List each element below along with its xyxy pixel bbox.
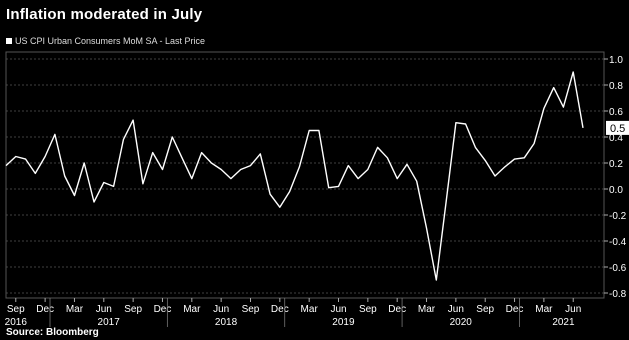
y-tick-label: 0.0: [609, 185, 623, 196]
x-tick-label: Dec: [388, 304, 406, 315]
x-tick-label: Sep: [124, 304, 142, 315]
x-tick-label: Mar: [183, 304, 201, 315]
y-tick-label: 1.0: [609, 55, 623, 66]
last-price-label: 0.5: [610, 123, 625, 135]
y-tick-label: 0.4: [609, 133, 623, 144]
y-tick-label: -0.8: [609, 289, 627, 300]
x-year-label: 2017: [98, 317, 121, 328]
plot-frame: [5, 51, 605, 299]
legend-label: US CPI Urban Consumers MoM SA - Last Pri…: [15, 36, 206, 46]
x-tick-label: Dec: [36, 304, 54, 315]
y-tick-label: -0.4: [609, 237, 627, 248]
x-tick-label: Mar: [66, 304, 84, 315]
y-tick-label: 0.8: [609, 81, 623, 92]
x-tick-label: Sep: [242, 304, 260, 315]
y-tick-label: 0.6: [609, 107, 623, 118]
x-year-label: 2016: [5, 317, 28, 328]
x-tick-label: Dec: [506, 304, 524, 315]
legend: US CPI Urban Consumers MoM SA - Last Pri…: [6, 36, 205, 46]
x-year-label: 2018: [215, 317, 238, 328]
y-tick-label: -0.2: [609, 211, 627, 222]
x-year-label: 2019: [332, 317, 355, 328]
x-tick-label: Sep: [7, 304, 25, 315]
y-tick-label: -0.6: [609, 263, 627, 274]
x-tick-label: Mar: [301, 304, 319, 315]
x-tick-label: Jun: [448, 304, 464, 315]
legend-swatch: [6, 38, 12, 44]
series-line: [5, 71, 584, 281]
x-tick-label: Sep: [476, 304, 494, 315]
x-tick-label: Jun: [96, 304, 112, 315]
chart-title: Inflation moderated in July: [6, 6, 203, 23]
x-tick-label: Jun: [213, 304, 229, 315]
source-note: Source: Bloomberg: [6, 327, 99, 338]
x-tick-label: Mar: [418, 304, 436, 315]
last-price-badge: [606, 120, 629, 135]
x-tick-label: Dec: [154, 304, 172, 315]
x-year-label: 2021: [552, 317, 575, 328]
x-tick-label: Sep: [359, 304, 377, 315]
x-tick-label: Mar: [535, 304, 553, 315]
x-year-label: 2020: [450, 317, 473, 328]
x-tick-label: Jun: [330, 304, 346, 315]
y-tick-label: 0.2: [609, 159, 623, 170]
x-tick-label: Jun: [565, 304, 581, 315]
x-tick-label: Dec: [271, 304, 289, 315]
